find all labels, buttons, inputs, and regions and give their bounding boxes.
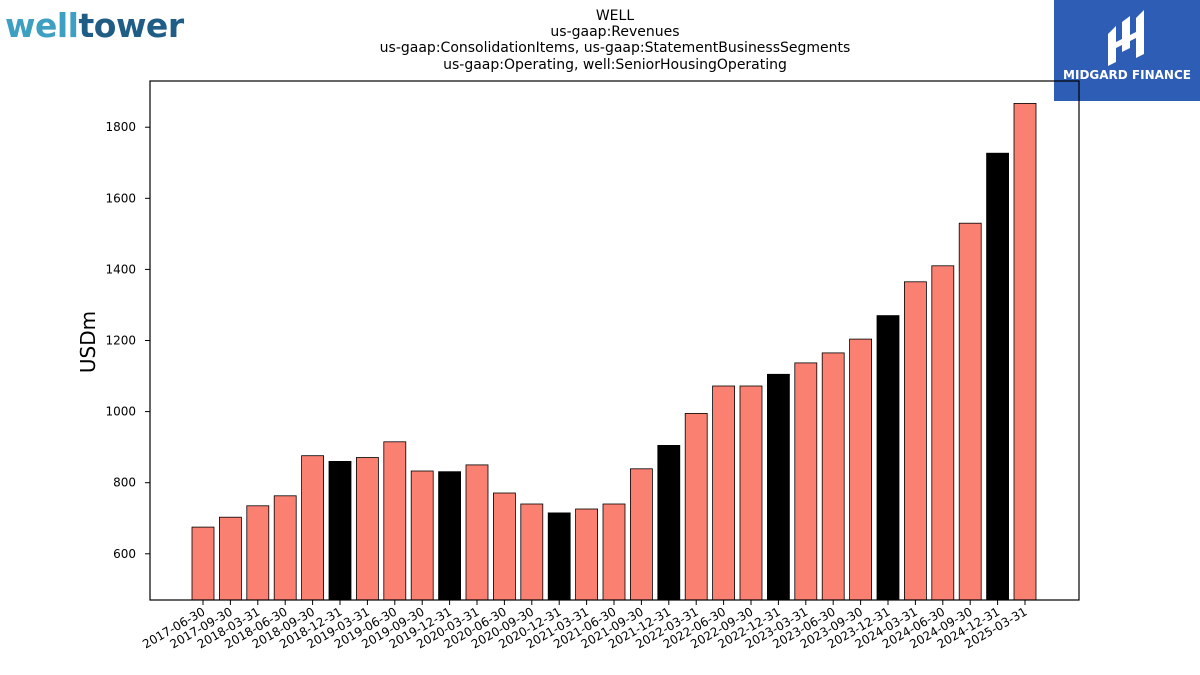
bar-2021-09-30	[630, 468, 653, 601]
plot-frame	[149, 80, 1080, 601]
bar-2018-03-31	[246, 505, 270, 601]
bar-2022-12-31	[767, 373, 790, 601]
bar-2021-12-31	[657, 444, 681, 601]
bar-2019-03-31	[355, 457, 379, 601]
y-tick-label: 1600	[105, 191, 136, 205]
bar-2022-06-30	[712, 385, 735, 601]
bar-2021-06-30	[602, 503, 626, 601]
bar-2023-03-31	[794, 362, 818, 601]
bar-2019-12-31	[438, 471, 462, 601]
bar-2020-06-30	[492, 492, 516, 601]
bar-2017-09-30	[218, 516, 242, 601]
bar-2023-09-30	[849, 338, 872, 601]
logo-text-tower: tower	[78, 6, 185, 45]
bar-2020-03-31	[465, 464, 489, 601]
bar-2024-09-30	[958, 222, 982, 601]
bar-2018-12-31	[328, 460, 352, 601]
y-tick-label: 1000	[105, 405, 136, 419]
bar-2024-06-30	[931, 265, 955, 601]
midgard-finance-text: MIDGARD FINANCE	[1063, 68, 1191, 82]
bar-2023-06-30	[821, 352, 845, 601]
title-line-3: us-gaap:ConsolidationItems, us-gaap:Stat…	[380, 40, 851, 56]
y-tick-label: 1400	[105, 262, 136, 276]
bar-2020-12-31	[547, 512, 571, 601]
bar-2022-03-31	[684, 412, 708, 601]
title-line-2: us-gaap:Revenues	[550, 24, 679, 40]
y-tick-label: 1200	[105, 334, 136, 348]
bar-2018-06-30	[273, 495, 297, 601]
welltower-logo: welltower	[5, 2, 184, 50]
bar-2024-12-31	[986, 152, 1009, 601]
bar-2025-03-31	[1013, 103, 1037, 601]
bar-2018-09-30	[301, 455, 325, 601]
midgard-finance-logo: MIDGARD FINANCE	[1054, 0, 1200, 101]
y-axis-ticks: 600 800 1000 1200 1400 1600 1800	[105, 120, 150, 561]
bar-2024-03-31	[904, 281, 927, 601]
bar-2023-12-31	[876, 315, 900, 601]
title-line-4: us-gaap:Operating, well:SeniorHousingOpe…	[443, 57, 787, 73]
midgard-emblem-icon	[1108, 10, 1144, 66]
bar-2022-09-30	[739, 385, 763, 601]
bar-2019-09-30	[410, 470, 434, 601]
chart-title: WELL us-gaap:Revenues us-gaap:Consolidat…	[380, 8, 851, 73]
y-tick-label: 1800	[105, 120, 136, 134]
logo-text-well: well	[5, 6, 79, 45]
bar-2017-06-30	[191, 526, 215, 601]
x-axis-ticks: 2017-06-302017-09-302018-03-312018-06-30…	[140, 600, 1030, 651]
bar-2020-09-30	[520, 503, 544, 601]
y-tick-label: 600	[113, 547, 136, 561]
bars-group	[191, 103, 1037, 601]
bar-2021-03-31	[575, 508, 598, 601]
y-axis-label: USDm	[76, 311, 100, 373]
bar-2019-06-30	[383, 441, 407, 601]
y-tick-label: 800	[113, 476, 136, 490]
title-line-1: WELL	[596, 8, 634, 24]
